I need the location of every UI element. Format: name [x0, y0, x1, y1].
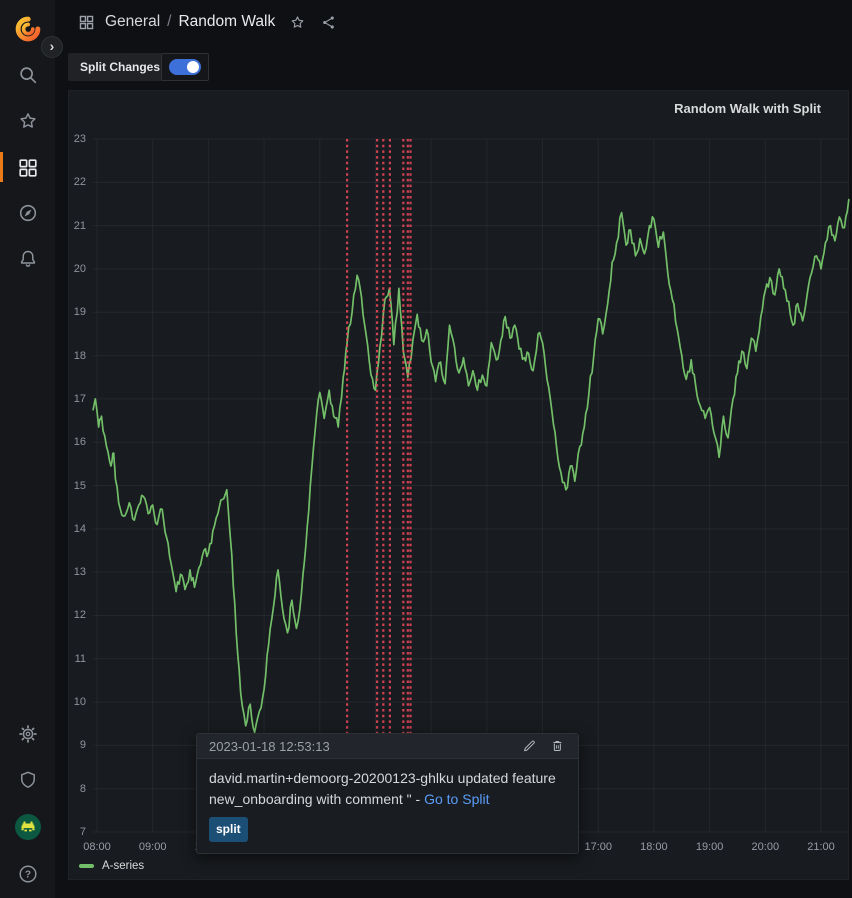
annotation-message: david.martin+demoorg-20200123-ghlku upda…: [209, 770, 556, 807]
panel-title[interactable]: Random Walk with Split: [674, 101, 821, 116]
annotation-tag-split[interactable]: split: [209, 817, 248, 842]
dashboards-grid-icon: [18, 159, 37, 177]
dashboard-grid-icon: [78, 14, 95, 31]
sidebar-item-explore[interactable]: [0, 201, 55, 225]
sidebar-expand-button[interactable]: ›: [41, 36, 63, 58]
chevron-right-icon: ›: [49, 38, 55, 54]
breadcrumb-section[interactable]: General: [105, 13, 161, 30]
sidebar-item-help[interactable]: ?: [0, 862, 55, 886]
compass-icon: [19, 204, 36, 222]
shield-icon: [20, 771, 35, 788]
help-icon: ?: [18, 865, 37, 883]
legend-label: A-series: [102, 860, 145, 872]
annotation-timestamp: 2023-01-18 12:53:13: [209, 738, 330, 754]
legend-item-a-series[interactable]: A-series: [79, 860, 144, 872]
sidebar-item-configuration[interactable]: [0, 722, 55, 746]
sidebar-item-dashboards[interactable]: [0, 156, 55, 180]
sidebar-item-starred[interactable]: [0, 109, 55, 133]
annotation-tooltip: 2023-01-18 12:53:13 david.martin+demoorg…: [196, 733, 579, 854]
edit-pencil-icon[interactable]: [522, 738, 538, 754]
split-changes-label: Split Changes: [68, 53, 173, 81]
annotation-tooltip-header: 2023-01-18 12:53:13: [197, 734, 578, 759]
bell-icon: [20, 250, 35, 267]
sidebar-item-alerting[interactable]: [0, 247, 55, 271]
share-alt-icon: [323, 15, 335, 29]
star-icon: [291, 15, 304, 28]
star-icon: [19, 113, 36, 128]
toggle-knob: [187, 61, 199, 73]
annotation-tooltip-body: david.martin+demoorg-20200123-ghlku upda…: [197, 759, 578, 853]
breadcrumb-page[interactable]: Random Walk: [178, 13, 276, 30]
active-item-accent-bar: [0, 152, 3, 182]
delete-trash-icon[interactable]: [550, 738, 566, 754]
breadcrumb: General / Random Walk: [78, 13, 337, 31]
svg-text:?: ?: [24, 870, 30, 881]
user-avatar-icon: [14, 814, 41, 840]
side-menu: ?: [0, 0, 55, 898]
gear-icon: [18, 725, 37, 743]
grafana-logo[interactable]: [0, 14, 55, 44]
go-to-split-link[interactable]: Go to Split: [424, 791, 490, 807]
grafana-logo-icon: [15, 16, 40, 42]
search-icon: [19, 67, 36, 84]
legend-swatch: [79, 864, 94, 868]
breadcrumb-separator: /: [167, 13, 172, 30]
sidebar-item-server-admin[interactable]: [0, 768, 55, 792]
sidebar-item-search[interactable]: [0, 63, 55, 87]
share-dashboard-button[interactable]: [320, 14, 337, 31]
star-dashboard-button[interactable]: [289, 14, 306, 31]
sidebar-item-user-avatar[interactable]: [0, 814, 55, 840]
toggle-switch-on: [169, 59, 201, 75]
split-changes-toggle[interactable]: [161, 53, 209, 81]
